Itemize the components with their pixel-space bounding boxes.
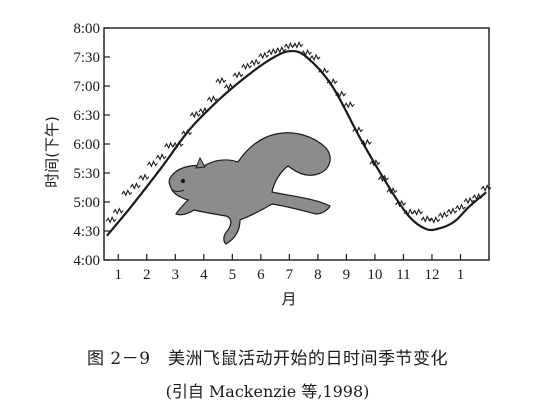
observation-mark [352,126,364,134]
x-tick-label: 5 [229,267,237,283]
observation-mark [105,215,117,224]
observation-mark [249,58,261,67]
observation-mark [429,216,441,224]
observation-mark [309,53,321,62]
observation-mark [129,182,141,190]
y-tick-label: 4:30 [73,224,100,240]
observation-mark [395,199,406,208]
x-tick-label: 8 [314,267,322,283]
observation-mark [147,159,158,168]
y-tick-label: 6:00 [73,137,100,153]
observation-mark [164,141,175,150]
squirrel-body [168,132,331,245]
y-tick-label: 4:00 [73,253,100,269]
y-ticks: 4:00 4:30 5:00 5:30 6:00 6:30 7:00 7:30 8:00 [73,21,110,269]
y-tick-label: 8:00 [73,21,100,37]
observation-mark [155,153,167,161]
observation-mark [326,77,338,86]
x-ticks: 1 2 3 4 5 6 7 8 9 10 11 12 1 [115,254,465,283]
observation-mark [446,207,458,216]
observation-mark [258,51,270,60]
observation-mark [172,140,184,149]
observation-mark [232,70,244,79]
observation-mark [420,215,432,223]
x-axis-label: 月 [281,290,296,308]
x-tick-label: 1 [457,267,465,283]
y-tick-label: 6:30 [73,108,100,124]
observation-mark [480,184,492,192]
figure-source: (引自 Mackenzie 等,1998) [165,382,370,401]
x-tick-label: 1 [115,267,123,283]
observation-mark [378,174,389,183]
x-tick-label: 7 [286,267,294,283]
y-tick-label: 7:30 [73,50,100,66]
x-tick-label: 3 [172,267,180,283]
observation-mark [472,192,483,201]
x-tick-label: 6 [257,267,265,283]
observation-mark [455,203,466,212]
x-tick-label: 2 [143,267,151,283]
observation-mark [463,196,475,205]
observation-mark [301,48,312,57]
squirrel-ear [195,156,206,169]
observation-mark [224,82,235,91]
observation-mark [369,158,381,167]
observation-mark [292,41,304,49]
observation-mark [343,100,355,109]
observation-mark [121,188,133,197]
observation-mark [335,90,347,99]
y-tick-label: 5:30 [73,166,100,182]
observation-mark [206,95,218,103]
squirrel-eye [180,178,186,184]
squirrel-mouth [171,189,185,192]
y-tick-label: 7:00 [73,79,100,95]
observation-mark [181,128,193,137]
x-tick-label: 12 [424,267,439,283]
observation-mark [386,186,398,195]
x-tick-label: 11 [396,267,410,283]
observation-mark [112,207,124,216]
observation-mark [318,67,329,75]
observation-mark [215,76,227,85]
observation-mark [275,45,287,54]
y-tick-label: 5:00 [73,195,100,211]
observation-points [105,41,492,224]
x-tick-label: 4 [200,267,208,283]
observation-mark [198,106,210,115]
observation-mark [138,173,150,182]
observation-mark [283,41,295,50]
observation-mark [360,138,372,147]
figure-caption: 图 2－9 美洲飞鼠活动开始的日时间季节变化 [86,349,449,369]
observation-mark [437,211,449,219]
observation-mark [189,110,201,119]
x-tick-label: 9 [343,267,351,283]
x-tick-label: 10 [367,267,382,283]
observation-mark [241,62,252,71]
observation-mark [266,47,278,56]
y-axis-label: 时间(下午) [43,116,61,188]
flying-squirrel-icon [168,132,331,245]
observation-mark [412,208,424,216]
